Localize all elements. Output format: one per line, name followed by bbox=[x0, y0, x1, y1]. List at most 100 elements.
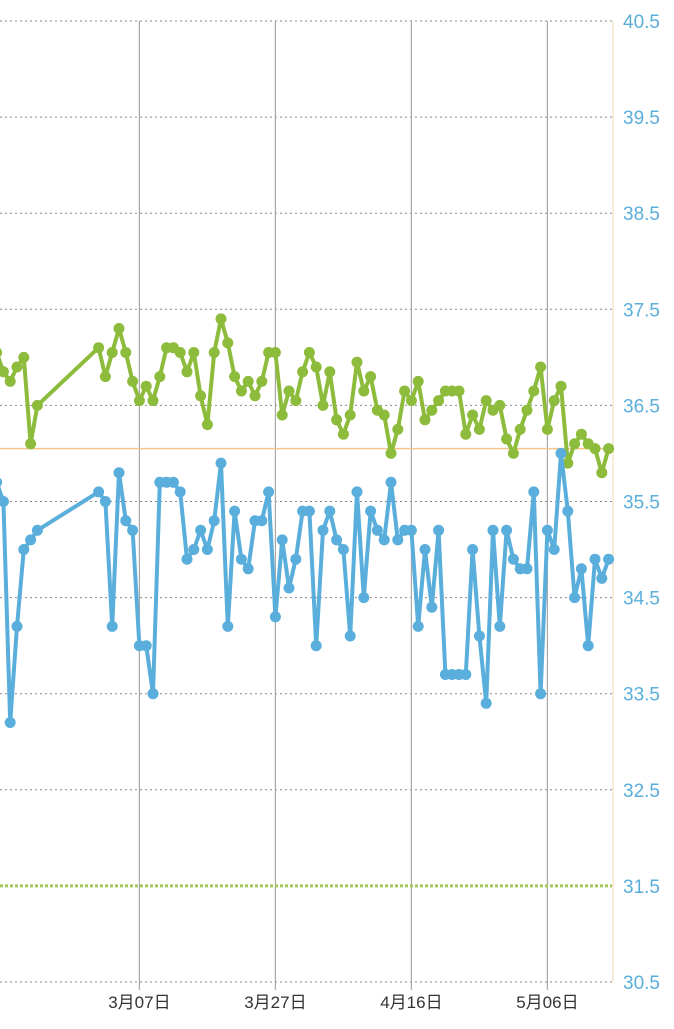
data-point bbox=[310, 640, 322, 652]
y-tick-label: 36.5 bbox=[623, 396, 660, 417]
data-point bbox=[25, 534, 37, 546]
data-point bbox=[297, 366, 309, 378]
data-point bbox=[331, 534, 343, 546]
data-point bbox=[548, 544, 560, 555]
data-point bbox=[535, 361, 547, 373]
data-point bbox=[351, 356, 363, 368]
data-point bbox=[0, 477, 3, 487]
data-point bbox=[229, 371, 241, 383]
data-point bbox=[433, 395, 445, 407]
data-point bbox=[467, 544, 479, 555]
series-0 bbox=[0, 313, 615, 479]
data-point bbox=[174, 486, 186, 498]
data-point bbox=[528, 385, 540, 397]
data-point bbox=[501, 433, 513, 445]
data-point bbox=[222, 620, 234, 632]
y-tick-label: 35.5 bbox=[623, 493, 660, 514]
y-tick-label: 38.5 bbox=[623, 204, 660, 225]
data-point bbox=[4, 717, 16, 728]
data-point bbox=[480, 395, 492, 407]
data-point bbox=[521, 563, 533, 575]
data-point bbox=[378, 409, 390, 421]
data-point bbox=[419, 414, 431, 426]
data-point bbox=[133, 395, 145, 407]
data-point bbox=[337, 428, 349, 440]
data-point bbox=[310, 361, 322, 373]
grid bbox=[0, 20, 614, 990]
data-point bbox=[188, 544, 200, 555]
data-point bbox=[324, 366, 336, 378]
data-point bbox=[541, 524, 553, 536]
x-tick-label: 3月07日 bbox=[108, 993, 170, 1012]
data-point bbox=[147, 688, 159, 700]
data-point bbox=[426, 404, 438, 416]
data-point bbox=[147, 395, 159, 407]
data-point bbox=[358, 592, 370, 604]
data-point bbox=[127, 375, 139, 387]
data-point bbox=[99, 371, 111, 383]
data-point bbox=[569, 438, 581, 450]
data-point bbox=[201, 544, 213, 555]
data-point bbox=[0, 348, 3, 357]
data-point bbox=[269, 347, 281, 358]
y-tick-label: 40.5 bbox=[623, 12, 660, 33]
data-point bbox=[215, 457, 227, 469]
y-tick-label: 30.5 bbox=[623, 973, 660, 994]
data-point bbox=[188, 347, 200, 358]
data-point bbox=[201, 419, 213, 431]
data-point bbox=[0, 496, 9, 507]
data-point bbox=[256, 375, 268, 387]
data-point bbox=[113, 323, 125, 334]
data-point bbox=[412, 375, 424, 387]
data-point bbox=[140, 640, 152, 652]
data-point bbox=[242, 375, 254, 387]
data-point bbox=[405, 524, 417, 536]
data-point bbox=[405, 395, 417, 407]
data-point bbox=[235, 385, 247, 397]
data-point bbox=[195, 390, 207, 402]
data-point bbox=[351, 486, 363, 498]
data-point bbox=[589, 553, 601, 565]
y-tick-label: 33.5 bbox=[623, 685, 660, 706]
data-point bbox=[548, 395, 560, 407]
data-point bbox=[140, 380, 152, 392]
data-point bbox=[473, 630, 485, 642]
data-point bbox=[195, 524, 207, 536]
data-point bbox=[303, 347, 315, 358]
data-point bbox=[337, 544, 349, 555]
data-point bbox=[25, 438, 37, 450]
data-point bbox=[344, 409, 356, 421]
data-point bbox=[480, 697, 492, 709]
data-point bbox=[113, 467, 125, 479]
data-point bbox=[283, 385, 295, 397]
data-point bbox=[365, 371, 377, 383]
data-point bbox=[385, 447, 397, 459]
data-point bbox=[249, 390, 261, 402]
data-point bbox=[208, 347, 220, 358]
data-point bbox=[596, 467, 608, 479]
data-point bbox=[106, 347, 118, 358]
data-point bbox=[365, 505, 377, 517]
data-point bbox=[256, 515, 268, 527]
data-point bbox=[276, 409, 288, 421]
data-point bbox=[276, 534, 288, 546]
data-point bbox=[392, 534, 404, 546]
data-point bbox=[120, 515, 132, 527]
data-point bbox=[603, 553, 615, 565]
data-point bbox=[0, 366, 9, 378]
data-point bbox=[460, 428, 472, 440]
data-point bbox=[18, 351, 30, 363]
data-point bbox=[453, 385, 465, 397]
data-point bbox=[535, 688, 547, 700]
data-point bbox=[596, 572, 608, 584]
data-point bbox=[603, 443, 615, 455]
data-point bbox=[317, 524, 329, 536]
data-point bbox=[569, 592, 581, 604]
series-line bbox=[0, 451, 611, 725]
y-tick-label: 32.5 bbox=[623, 781, 660, 802]
data-point bbox=[303, 505, 315, 517]
y-tick-label: 37.5 bbox=[623, 300, 660, 321]
data-point bbox=[575, 563, 587, 575]
data-point bbox=[181, 553, 193, 565]
